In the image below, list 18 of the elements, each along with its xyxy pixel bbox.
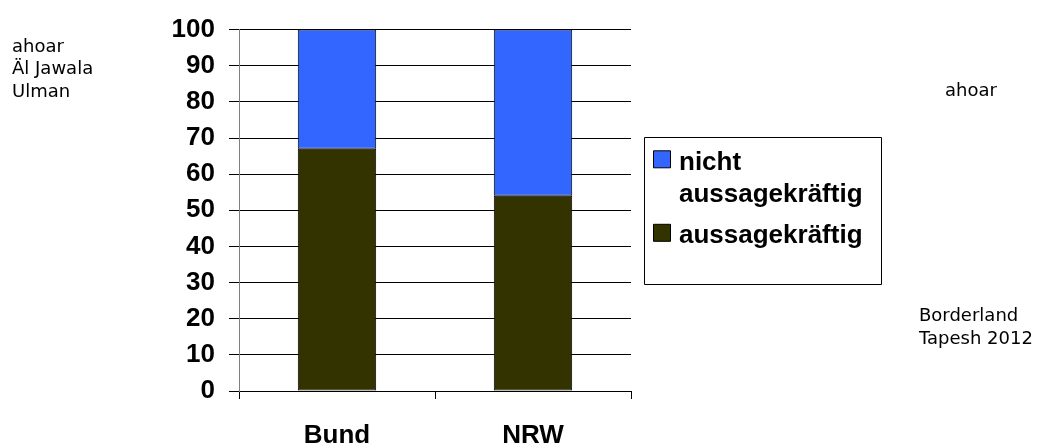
legend-label: aussagekräftig [679,219,863,250]
y-tick-label: 20 [186,301,215,332]
text: Borderland Tapesh 2012 [918,304,1033,348]
y-tick-label: 100 [171,12,215,43]
legend-label: nicht aussagekräftig [679,145,863,208]
y-tick-label: 50 [186,193,215,224]
y-tick-label: 60 [186,157,215,188]
y-tick-label: 90 [186,48,215,79]
y-tick-label: 0 [200,374,215,405]
y-tick-label: 80 [186,85,215,116]
y-tick-label: 40 [186,229,215,260]
y-tick-label: 70 [186,121,215,152]
text: ahoar Äl Jawala Ulman [12,34,94,101]
x-tick-label: Bund [303,418,371,446]
x-tick-label: NRW [502,418,565,446]
text: ahoar [945,79,998,100]
y-tick-label: 30 [186,265,215,296]
y-tick-label: 10 [186,338,215,369]
